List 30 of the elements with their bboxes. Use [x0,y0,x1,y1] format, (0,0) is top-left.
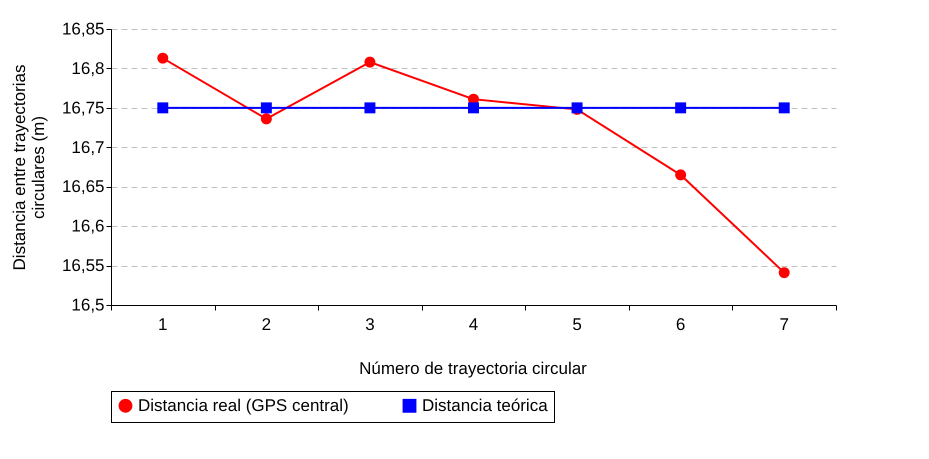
x-axis-title: Número de trayectoria circular [359,359,588,378]
legend-label: Distancia teórica [422,396,548,415]
y-tick-label: 16,75 [62,98,104,118]
x-tick-label: 7 [779,315,789,334]
point [778,102,790,114]
x-tick-label: 2 [262,315,272,334]
point [675,102,686,114]
y-tick-label: 16,8 [71,58,104,78]
y-tick-label: 16,55 [62,256,104,276]
point [364,56,376,68]
point [157,102,168,114]
y-tick-label: 16,65 [62,177,104,196]
x-tick-label: 5 [572,315,582,334]
y-tick-label: 16,85 [62,20,104,38]
point [778,267,790,278]
y-tick-label: 16,7 [71,138,104,157]
y-tick-label: 16,5 [71,296,104,314]
x-tick-label: 4 [468,315,478,334]
x-tick-label: 3 [365,315,375,334]
legend-label: Distancia real (GPS central) [138,396,349,415]
y-tick-label: 16,6 [71,216,104,236]
point [260,113,272,124]
x-tick-label: 6 [676,315,686,334]
y-axis-title: Distancia entre trayectorias circulares (m) [10,64,48,270]
point [468,102,479,114]
point [260,102,272,114]
point [364,102,376,114]
x-tick-label: 1 [158,315,168,334]
point [157,52,168,64]
point [675,169,686,180]
